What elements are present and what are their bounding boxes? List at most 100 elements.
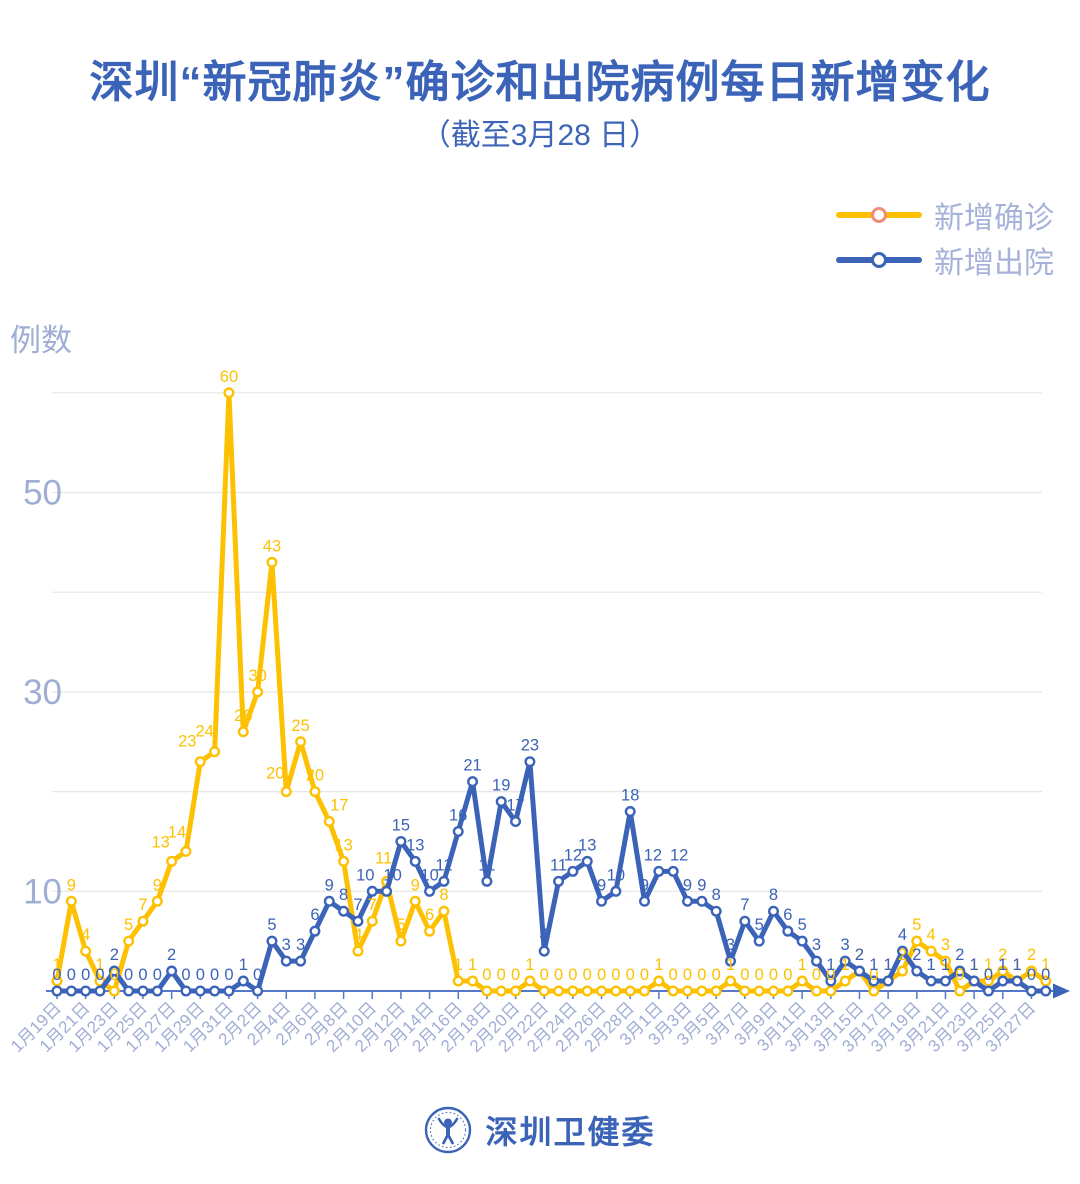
data-point-marker [667, 865, 679, 877]
data-point-marker [452, 825, 464, 837]
data-point-marker [639, 895, 651, 907]
data-point-marker [323, 895, 335, 907]
data-point-marker [366, 915, 378, 927]
data-point-marker [896, 965, 908, 977]
value-label: 2 [855, 946, 864, 964]
data-point-marker [581, 855, 593, 867]
value-label: 3 [812, 936, 821, 954]
value-label: 26 [234, 707, 252, 725]
value-label: 1 [1013, 956, 1022, 974]
value-label: 6 [310, 906, 319, 924]
data-point-marker [1011, 975, 1023, 987]
data-point-marker [667, 985, 679, 997]
data-point-marker [739, 985, 751, 997]
value-label: 0 [669, 966, 678, 984]
data-point-marker [65, 985, 77, 997]
data-point-marker [954, 985, 966, 997]
value-label: 0 [1041, 966, 1050, 984]
value-label: 18 [621, 787, 639, 805]
data-point-marker [123, 935, 135, 947]
value-label: 0 [138, 966, 147, 984]
data-point-marker [739, 915, 751, 927]
data-point-marker [65, 895, 77, 907]
data-point-marker [424, 925, 436, 937]
data-point-marker [524, 975, 536, 987]
value-label: 0 [110, 966, 119, 984]
data-point-marker [151, 895, 163, 907]
value-label: 4 [81, 926, 90, 944]
value-label: 3 [941, 936, 950, 954]
value-label: 0 [497, 966, 506, 984]
value-label: 0 [210, 966, 219, 984]
data-point-marker [1040, 985, 1052, 997]
value-label: 0 [81, 966, 90, 984]
legend-item-confirmed: 新增确诊 [836, 192, 1054, 237]
y-tick-label: 10 [23, 872, 62, 911]
data-point-marker [968, 975, 980, 987]
value-label: 2 [110, 946, 119, 964]
value-label: 2 [912, 946, 921, 964]
data-point-marker [395, 835, 407, 847]
data-point-marker [710, 905, 722, 917]
value-label: 9 [640, 876, 649, 894]
value-label: 4 [353, 926, 362, 944]
value-label: 9 [597, 876, 606, 894]
data-point-marker [252, 985, 264, 997]
value-label: 1 [798, 956, 807, 974]
value-label: 9 [325, 876, 334, 894]
value-label: 0 [769, 966, 778, 984]
data-point-marker [753, 935, 765, 947]
value-label: 24 [195, 723, 213, 741]
value-label: 0 [955, 966, 964, 984]
data-point-marker [467, 975, 479, 987]
value-label: 1 [239, 956, 248, 974]
data-point-marker [180, 985, 192, 997]
data-point-marker [94, 985, 106, 997]
value-label: 2 [898, 946, 907, 964]
legend-marker-circle-icon [871, 206, 887, 223]
value-label: 0 [583, 966, 592, 984]
value-label: 17 [506, 797, 524, 815]
data-point-marker [939, 955, 951, 967]
value-label: 1 [998, 956, 1007, 974]
data-point-marker [108, 965, 120, 977]
value-label: 43 [263, 537, 281, 555]
value-label: 0 [697, 966, 706, 984]
value-label: 11 [550, 856, 567, 874]
value-label: 8 [339, 886, 348, 904]
value-label: 9 [153, 876, 162, 894]
data-point-marker [166, 855, 178, 867]
page-subtitle: （截至3月28 日） [420, 119, 660, 152]
legend-label-confirmed: 新增确诊 [934, 201, 1054, 235]
value-label: 25 [291, 717, 309, 735]
value-label: 11 [435, 856, 452, 874]
value-label: 0 [253, 966, 262, 984]
value-label: 9 [697, 876, 706, 894]
value-label: 1 [970, 956, 979, 974]
value-label: 0 [783, 966, 792, 984]
value-label: 10 [607, 866, 625, 884]
data-point-marker [653, 865, 665, 877]
value-label: 16 [449, 806, 467, 824]
value-label: 23 [521, 737, 539, 755]
value-label: 5 [267, 916, 276, 934]
data-point-marker [194, 985, 206, 997]
data-point-marker [409, 895, 421, 907]
value-label: 23 [178, 733, 196, 751]
data-point-marker [266, 935, 278, 947]
value-label: 13 [406, 836, 424, 854]
data-point-marker [80, 945, 92, 957]
data-point-marker [911, 965, 923, 977]
data-point-marker [280, 786, 292, 798]
value-label: 0 [568, 966, 577, 984]
data-point-marker [853, 965, 865, 977]
value-label: 1 [454, 956, 463, 974]
value-label: 11 [478, 856, 495, 874]
value-label: 1 [841, 956, 850, 974]
value-label: 1 [1013, 956, 1022, 974]
value-label: 13 [334, 836, 352, 854]
data-point-marker [266, 556, 278, 568]
data-point-marker [467, 776, 479, 788]
data-point-marker [982, 985, 994, 997]
value-label: 8 [712, 886, 721, 904]
